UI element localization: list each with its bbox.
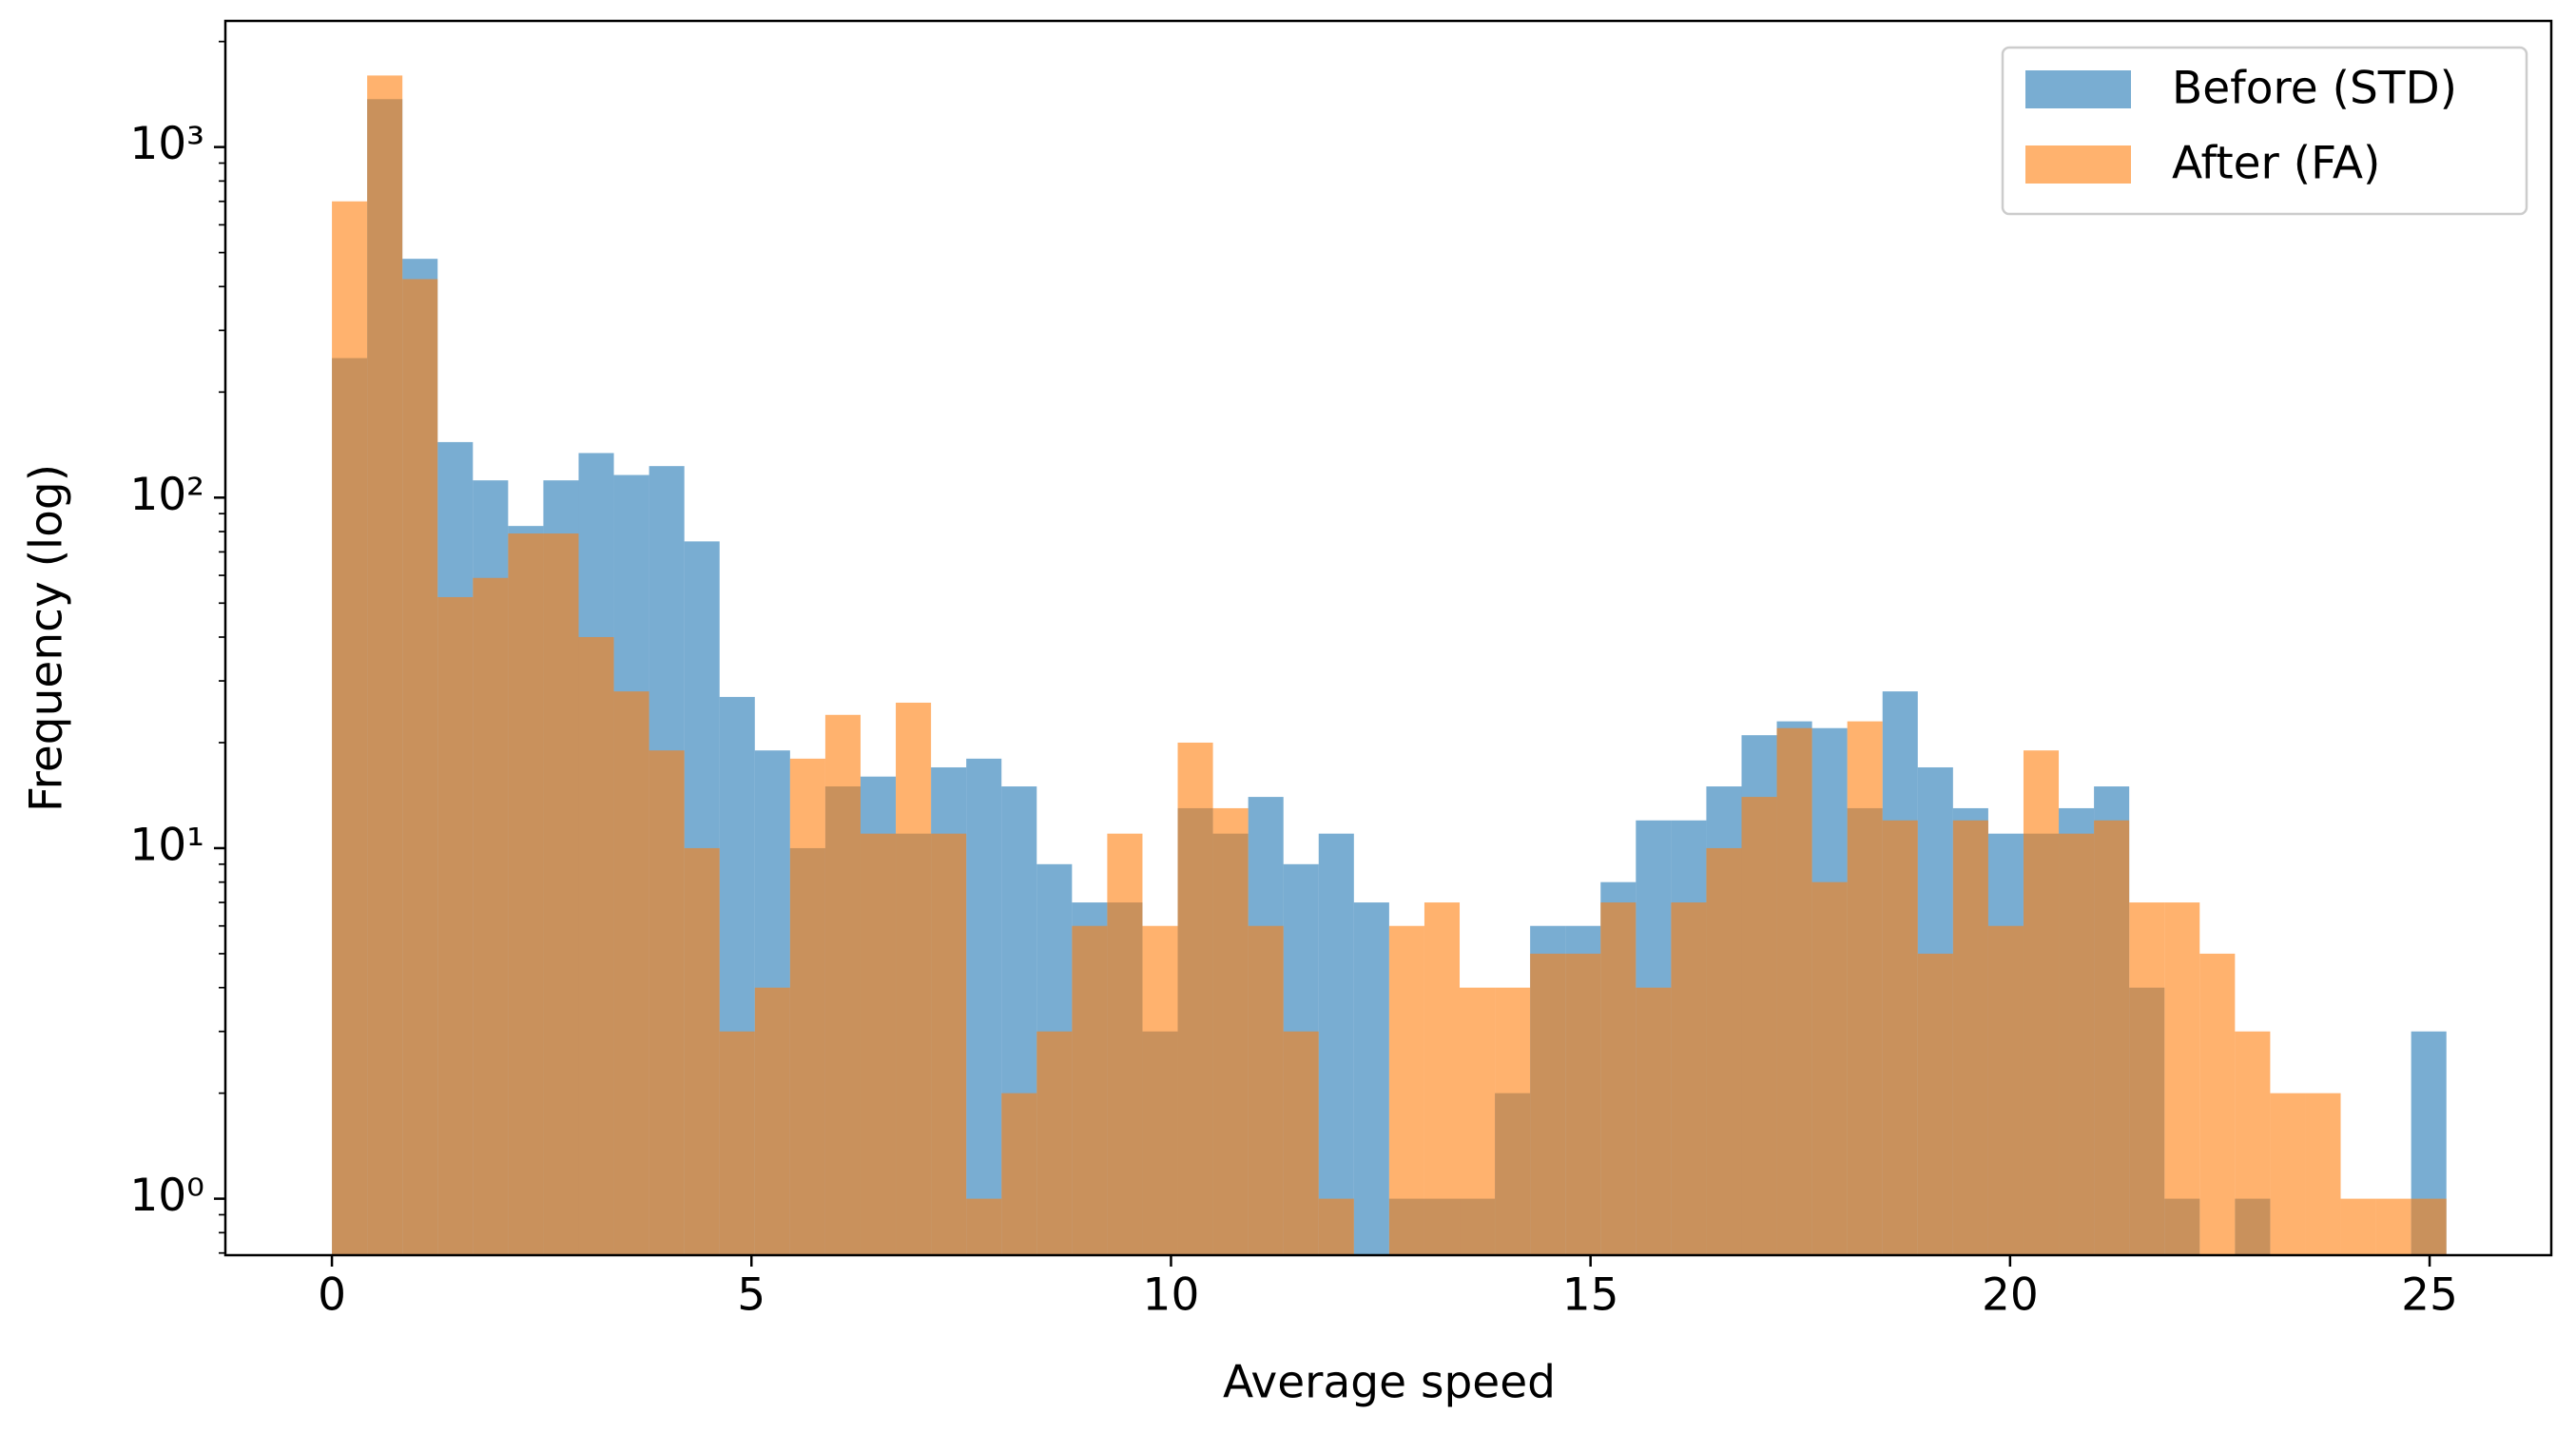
histogram-bar bbox=[1036, 1031, 1073, 1255]
histogram-bar bbox=[402, 279, 438, 1256]
histogram-bar bbox=[1741, 797, 1777, 1255]
histogram-bar bbox=[1636, 987, 1672, 1255]
x-tick-label: 10 bbox=[1143, 1269, 1200, 1322]
histogram-bar bbox=[2164, 902, 2200, 1255]
y-tick-label: 10⁰ bbox=[129, 1170, 204, 1222]
histogram-bar bbox=[931, 833, 967, 1255]
histogram-bar bbox=[789, 758, 825, 1255]
histogram-bar bbox=[1811, 881, 1848, 1255]
histogram-bar bbox=[2094, 820, 2130, 1255]
y-tick-label: 10³ bbox=[129, 118, 204, 170]
histogram-bar bbox=[613, 691, 649, 1255]
histogram-bar bbox=[543, 533, 579, 1255]
histogram-bar bbox=[2059, 833, 2095, 1255]
histogram-bar bbox=[2235, 1031, 2271, 1255]
histogram-bar bbox=[719, 1031, 755, 1255]
histogram-bar bbox=[1495, 987, 1531, 1255]
histogram-bar bbox=[1706, 847, 1742, 1255]
histogram-bar bbox=[1388, 925, 1424, 1255]
histogram-bar bbox=[754, 987, 790, 1255]
histogram-bar bbox=[1001, 1093, 1037, 1255]
legend: Before (STD) After (FA) bbox=[2001, 46, 2528, 216]
histogram-bar bbox=[1212, 807, 1249, 1255]
histogram-bar bbox=[649, 750, 685, 1255]
x-tick-label: 20 bbox=[1982, 1269, 2039, 1322]
histogram-bar bbox=[1318, 1198, 1354, 1255]
legend-swatch bbox=[2025, 145, 2131, 184]
histogram-bar bbox=[1530, 953, 1566, 1255]
histogram-bar bbox=[1600, 902, 1637, 1255]
histogram-bar bbox=[1424, 902, 1461, 1255]
y-tick-label: 10¹ bbox=[129, 819, 204, 871]
legend-label: Before (STD) bbox=[2172, 63, 2457, 115]
histogram-bar bbox=[473, 577, 509, 1255]
histogram-bar bbox=[1353, 902, 1389, 1255]
histogram-bar bbox=[1177, 742, 1213, 1255]
legend-swatch bbox=[2025, 70, 2131, 108]
histogram-bar bbox=[578, 636, 614, 1255]
histogram-bar bbox=[1318, 833, 1354, 1255]
histogram-bar bbox=[2305, 1093, 2341, 1255]
histogram-bar bbox=[1072, 925, 1108, 1255]
histogram-bar bbox=[1776, 727, 1812, 1255]
histogram-bar bbox=[1987, 925, 2024, 1255]
histogram-bar bbox=[2270, 1093, 2306, 1255]
histogram-bar bbox=[860, 833, 897, 1255]
histogram-bar bbox=[2023, 750, 2060, 1255]
legend-label: After (FA) bbox=[2172, 138, 2380, 190]
histogram-bar bbox=[1142, 925, 1178, 1255]
histogram-bar bbox=[367, 75, 403, 1255]
histogram-bar bbox=[2340, 1198, 2376, 1255]
histogram-bar bbox=[1952, 820, 1988, 1255]
histogram-bar bbox=[1460, 987, 1496, 1255]
histogram-bar bbox=[966, 758, 1002, 1255]
x-tick-label: 0 bbox=[318, 1269, 346, 1322]
y-axis-label: Frequency (log) bbox=[21, 464, 73, 812]
legend-frame bbox=[2001, 46, 2528, 216]
x-tick-label: 5 bbox=[737, 1269, 765, 1322]
histogram-bar bbox=[508, 533, 544, 1255]
x-tick-label: 25 bbox=[2401, 1269, 2458, 1322]
histogram-bar bbox=[966, 1198, 1002, 1255]
histogram-bar bbox=[1283, 1031, 1319, 1255]
histogram-bar bbox=[1107, 833, 1143, 1255]
histogram-bar bbox=[332, 201, 368, 1256]
histogram-bar bbox=[1917, 953, 1953, 1255]
histogram-bar bbox=[1671, 902, 1707, 1255]
histogram-bar bbox=[824, 714, 861, 1255]
histogram-bar bbox=[2411, 1198, 2447, 1255]
histogram-bar bbox=[1565, 953, 1601, 1255]
plot-frame bbox=[223, 19, 2553, 1257]
histogram-bar bbox=[1882, 820, 1918, 1255]
histogram-bar bbox=[1847, 721, 1883, 1255]
histogram-bar bbox=[437, 596, 474, 1255]
y-tick-label: 10² bbox=[129, 469, 204, 521]
histogram-bar bbox=[2375, 1198, 2411, 1255]
x-axis-label: Average speed bbox=[1223, 1357, 1556, 1409]
histogram-bar bbox=[2199, 953, 2236, 1255]
histogram-bar bbox=[2129, 902, 2165, 1255]
histogram-bar bbox=[896, 702, 932, 1255]
histogram-bar bbox=[684, 847, 720, 1255]
histogram-bar bbox=[1248, 925, 1284, 1255]
x-tick-label: 15 bbox=[1562, 1269, 1619, 1322]
